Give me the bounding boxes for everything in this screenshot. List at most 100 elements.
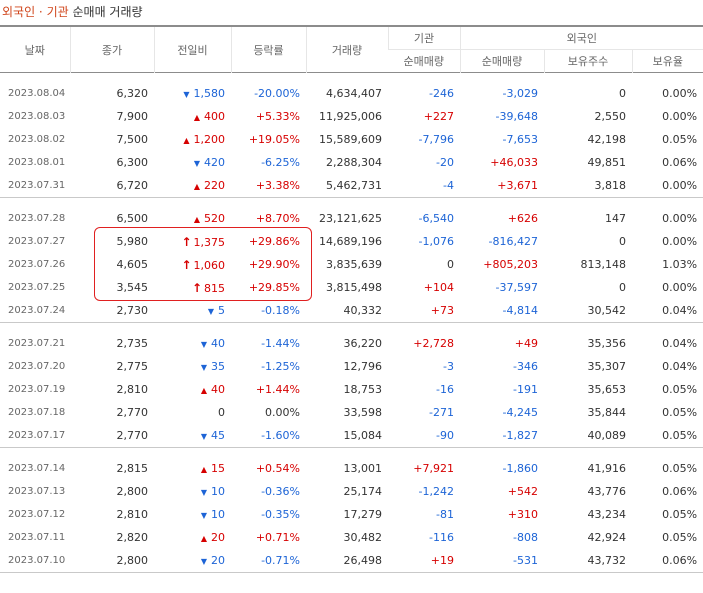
inst-net-cell: -1,242 xyxy=(418,485,454,498)
group-spacer xyxy=(0,198,703,207)
header-institution: 기관 xyxy=(387,25,460,50)
foreign-net-cell: +542 xyxy=(507,485,538,498)
close-cell: 5,980 xyxy=(116,235,149,248)
down-triangle-icon: ▼ xyxy=(183,90,190,99)
date-cell: 2023.07.19 xyxy=(8,384,66,395)
foreign-ratio-cell: 0.04% xyxy=(662,360,698,373)
change-value: 400 xyxy=(204,110,225,123)
volume-cell: 5,462,731 xyxy=(326,179,382,192)
foreign-hold-cell: 0 xyxy=(619,87,626,100)
foreign-hold-cell: 42,198 xyxy=(587,133,627,146)
change-value: 45 xyxy=(211,429,225,442)
change-value: 1,200 xyxy=(193,133,226,146)
volume-cell: 3,815,498 xyxy=(326,281,382,294)
close-cell: 2,815 xyxy=(116,462,149,475)
volume-cell: 26,498 xyxy=(343,554,383,567)
foreign-ratio-cell: 0.00% xyxy=(662,87,698,100)
foreign-ratio-cell: 0.05% xyxy=(662,508,698,521)
change-value: 1,580 xyxy=(193,87,226,100)
change-value: 420 xyxy=(204,156,225,169)
down-triangle-icon: ▼ xyxy=(200,488,208,497)
foreign-net-cell: -531 xyxy=(513,554,538,567)
table-row: 2023.07.20 2,775 ▼ 35 -1.25% 12,796 -3 -346 35,3… xyxy=(0,355,703,378)
rate-cell: -6.25% xyxy=(261,156,300,169)
date-cell: 2023.07.26 xyxy=(8,259,66,270)
foreign-ratio-cell: 0.00% xyxy=(662,179,698,192)
header-foreign-ratio: 보유율 xyxy=(631,49,703,73)
table-body: 2023.08.04 6,320 ▼ 1,580 -20.00% 4,634,407 -24… xyxy=(0,73,703,573)
volume-cell: 25,174 xyxy=(343,485,383,498)
date-cell: 2023.07.27 xyxy=(8,236,66,247)
volume-cell: 18,753 xyxy=(343,383,383,396)
volume-cell: 14,689,196 xyxy=(319,235,382,248)
foreign-net-cell: -346 xyxy=(513,360,538,373)
foreign-ratio-cell: 0.06% xyxy=(662,554,698,567)
table-header-row: 날짜 종가 전일비 등락률 거래량 기관 외국인 xyxy=(0,25,703,73)
header-foreign: 외국인 xyxy=(459,25,703,50)
down-triangle-icon: ▼ xyxy=(193,159,201,168)
inst-net-cell: +2,728 xyxy=(413,337,454,350)
change-value: 1,060 xyxy=(193,258,226,272)
rate-cell: +8.70% xyxy=(255,212,300,225)
table-row: 2023.08.02 7,500 ▲ 1,200 +19.05% 15,589,609 -7… xyxy=(0,128,703,151)
close-cell: 2,730 xyxy=(116,304,149,317)
table-row: 2023.07.14 2,815 ▲ 15 +0.54% 13,001 +7,921 -1,8… xyxy=(0,457,703,480)
down-triangle-icon: ▼ xyxy=(200,557,208,566)
close-cell: 7,500 xyxy=(116,133,149,146)
volume-cell: 15,084 xyxy=(343,429,383,442)
volume-cell: 33,598 xyxy=(343,406,383,419)
rate-cell: -0.36% xyxy=(261,485,300,498)
group-spacer xyxy=(0,448,703,457)
inst-net-cell: -3 xyxy=(443,360,454,373)
down-triangle-icon: ▼ xyxy=(200,432,208,441)
date-cell: 2023.07.12 xyxy=(8,509,66,520)
close-cell: 4,605 xyxy=(116,258,149,271)
foreign-net-cell: -1,827 xyxy=(502,429,538,442)
inst-net-cell: -1,076 xyxy=(418,235,454,248)
foreign-net-cell: -191 xyxy=(513,383,538,396)
close-cell: 6,320 xyxy=(116,87,149,100)
table-row: 2023.07.26 4,605 ↑ 1,060 +29.90% 3,835,639 0 +8… xyxy=(0,253,703,276)
close-cell: 2,800 xyxy=(116,554,149,567)
change-cell: ▲ 520 xyxy=(154,207,231,230)
rate-cell: -1.60% xyxy=(261,429,300,442)
close-cell: 2,770 xyxy=(116,406,149,419)
foreign-net-cell: +49 xyxy=(514,337,538,350)
date-cell: 2023.07.24 xyxy=(8,305,66,316)
date-cell: 2023.07.11 xyxy=(8,532,66,543)
foreign-ratio-cell: 0.00% xyxy=(662,110,698,123)
change-cell: ▼ 5 xyxy=(154,299,231,323)
change-cell: ▼ 45 xyxy=(154,424,231,448)
date-cell: 2023.07.20 xyxy=(8,361,66,372)
change-value: 10 xyxy=(211,508,225,521)
title-volume-label: 순매매 거래량 xyxy=(72,5,143,19)
group-divider xyxy=(0,322,703,323)
change-cell: ↑ 1,375 xyxy=(154,230,231,253)
investor-trading-table: 날짜 종가 전일비 등락률 거래량 기관 외국인 순매매량 순매매량 보유주수 … xyxy=(0,25,703,573)
upper-limit-arrow-icon: ↑ xyxy=(181,257,192,272)
table-row: 2023.07.27 5,980 ↑ 1,375 +29.86% 14,689,196 -1… xyxy=(0,230,703,253)
rate-cell: +29.86% xyxy=(248,235,300,248)
group-spacer xyxy=(0,323,703,332)
inst-net-cell: +19 xyxy=(430,554,454,567)
volume-cell: 17,279 xyxy=(343,508,383,521)
date-cell: 2023.07.10 xyxy=(8,555,66,566)
rate-cell: +3.38% xyxy=(255,179,300,192)
date-cell: 2023.07.17 xyxy=(8,430,66,441)
foreign-hold-cell: 813,148 xyxy=(580,258,627,271)
upper-limit-arrow-icon: ↑ xyxy=(191,280,203,295)
change-value: 520 xyxy=(204,212,225,225)
table-row: 2023.07.28 6,500 ▲ 520 +8.70% 23,121,625 -6,54… xyxy=(0,207,703,230)
close-cell: 2,820 xyxy=(116,531,149,544)
change-cell: ▲ 20 xyxy=(154,526,231,549)
close-cell: 6,300 xyxy=(116,156,149,169)
change-value: 20 xyxy=(211,554,225,567)
rate-cell: -1.25% xyxy=(261,360,300,373)
close-cell: 2,800 xyxy=(116,485,149,498)
table-row: 2023.07.19 2,810 ▲ 40 +1.44% 18,753 -16 -191 35,… xyxy=(0,378,703,401)
foreign-net-cell: -37,597 xyxy=(495,281,538,294)
table-row: 2023.08.04 6,320 ▼ 1,580 -20.00% 4,634,407 -24… xyxy=(0,82,703,105)
volume-cell: 2,288,304 xyxy=(326,156,382,169)
inst-net-cell: -116 xyxy=(429,531,454,544)
rate-cell: +19.05% xyxy=(248,133,300,146)
